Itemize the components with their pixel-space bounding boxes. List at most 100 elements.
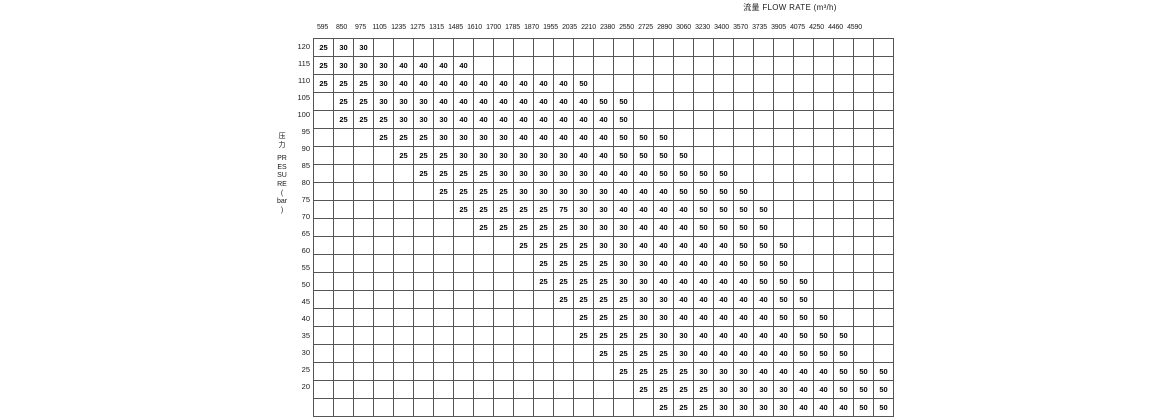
heatmap-cell-40[interactable]: 40 <box>693 236 714 255</box>
heatmap-cell-30[interactable]: 30 <box>653 326 674 345</box>
heatmap-cell-25[interactable]: 25 <box>313 74 334 93</box>
heatmap-cell-40[interactable]: 40 <box>453 110 474 129</box>
heatmap-cell-40[interactable]: 40 <box>673 200 694 219</box>
heatmap-cell-50[interactable]: 50 <box>673 146 694 165</box>
heatmap-cell-40[interactable]: 40 <box>533 128 554 147</box>
heatmap-cell-25[interactable]: 25 <box>313 38 334 57</box>
heatmap-cell-50[interactable]: 50 <box>853 380 874 399</box>
heatmap-cell-30[interactable]: 30 <box>553 146 574 165</box>
heatmap-cell-40[interactable]: 40 <box>753 326 774 345</box>
heatmap-cell-50[interactable]: 50 <box>733 236 754 255</box>
heatmap-cell-50[interactable]: 50 <box>773 272 794 291</box>
heatmap-cell-50[interactable]: 50 <box>793 272 814 291</box>
heatmap-cell-50[interactable]: 50 <box>833 362 854 381</box>
heatmap-cell-30[interactable]: 30 <box>693 362 714 381</box>
heatmap-cell-40[interactable]: 40 <box>773 326 794 345</box>
heatmap-cell-25[interactable]: 25 <box>473 164 494 183</box>
heatmap-cell-25[interactable]: 25 <box>653 362 674 381</box>
heatmap-cell-50[interactable]: 50 <box>693 200 714 219</box>
heatmap-cell-40[interactable]: 40 <box>453 74 474 93</box>
heatmap-cell-25[interactable]: 25 <box>553 254 574 273</box>
heatmap-cell-40[interactable]: 40 <box>573 128 594 147</box>
heatmap-cell-40[interactable]: 40 <box>653 254 674 273</box>
heatmap-cell-40[interactable]: 40 <box>533 92 554 111</box>
heatmap-cell-50[interactable]: 50 <box>793 308 814 327</box>
heatmap-cell-40[interactable]: 40 <box>753 344 774 363</box>
heatmap-cell-50[interactable]: 50 <box>813 344 834 363</box>
heatmap-cell-40[interactable]: 40 <box>433 92 454 111</box>
heatmap-cell-40[interactable]: 40 <box>533 74 554 93</box>
heatmap-cell-30[interactable]: 30 <box>673 344 694 363</box>
heatmap-cell-30[interactable]: 30 <box>513 164 534 183</box>
heatmap-cell-40[interactable]: 40 <box>513 128 534 147</box>
heatmap-cell-50[interactable]: 50 <box>793 344 814 363</box>
heatmap-cell-40[interactable]: 40 <box>693 290 714 309</box>
heatmap-cell-40[interactable]: 40 <box>493 92 514 111</box>
heatmap-cell-40[interactable]: 40 <box>453 56 474 75</box>
heatmap-cell-30[interactable]: 30 <box>593 182 614 201</box>
heatmap-cell-30[interactable]: 30 <box>773 380 794 399</box>
heatmap-cell-40[interactable]: 40 <box>673 308 694 327</box>
heatmap-cell-30[interactable]: 30 <box>593 236 614 255</box>
heatmap-cell-25[interactable]: 25 <box>593 272 614 291</box>
heatmap-cell-40[interactable]: 40 <box>513 110 534 129</box>
heatmap-cell-50[interactable]: 50 <box>753 200 774 219</box>
heatmap-cell-40[interactable]: 40 <box>693 308 714 327</box>
heatmap-cell-25[interactable]: 25 <box>653 380 674 399</box>
heatmap-cell-50[interactable]: 50 <box>673 164 694 183</box>
heatmap-cell-25[interactable]: 25 <box>573 326 594 345</box>
heatmap-cell-40[interactable]: 40 <box>413 74 434 93</box>
heatmap-cell-25[interactable]: 25 <box>353 92 374 111</box>
heatmap-cell-25[interactable]: 25 <box>633 362 654 381</box>
heatmap-cell-50[interactable]: 50 <box>793 290 814 309</box>
heatmap-cell-25[interactable]: 25 <box>353 74 374 93</box>
heatmap-cell-30[interactable]: 30 <box>773 398 794 417</box>
heatmap-cell-25[interactable]: 25 <box>533 254 554 273</box>
heatmap-cell-30[interactable]: 30 <box>413 110 434 129</box>
heatmap-cell-25[interactable]: 25 <box>433 164 454 183</box>
heatmap-cell-30[interactable]: 30 <box>753 398 774 417</box>
heatmap-cell-25[interactable]: 25 <box>513 218 534 237</box>
heatmap-cell-50[interactable]: 50 <box>653 146 674 165</box>
heatmap-cell-40[interactable]: 40 <box>793 380 814 399</box>
heatmap-cell-30[interactable]: 30 <box>713 380 734 399</box>
heatmap-cell-30[interactable]: 30 <box>393 110 414 129</box>
heatmap-cell-25[interactable]: 25 <box>573 236 594 255</box>
heatmap-cell-40[interactable]: 40 <box>813 380 834 399</box>
heatmap-cell-30[interactable]: 30 <box>613 272 634 291</box>
heatmap-cell-50[interactable]: 50 <box>873 380 894 399</box>
heatmap-cell-40[interactable]: 40 <box>653 200 674 219</box>
heatmap-cell-30[interactable]: 30 <box>353 56 374 75</box>
heatmap-cell-30[interactable]: 30 <box>493 128 514 147</box>
heatmap-cell-50[interactable]: 50 <box>753 236 774 255</box>
heatmap-cell-25[interactable]: 25 <box>473 182 494 201</box>
heatmap-cell-40[interactable]: 40 <box>693 344 714 363</box>
heatmap-cell-40[interactable]: 40 <box>433 74 454 93</box>
heatmap-cell-40[interactable]: 40 <box>653 272 674 291</box>
heatmap-cell-30[interactable]: 30 <box>573 182 594 201</box>
heatmap-cell-30[interactable]: 30 <box>513 182 534 201</box>
heatmap-cell-50[interactable]: 50 <box>593 92 614 111</box>
heatmap-cell-25[interactable]: 25 <box>433 146 454 165</box>
heatmap-cell-25[interactable]: 25 <box>573 254 594 273</box>
heatmap-cell-50[interactable]: 50 <box>873 398 894 417</box>
heatmap-cell-50[interactable]: 50 <box>713 182 734 201</box>
heatmap-cell-40[interactable]: 40 <box>633 182 654 201</box>
heatmap-cell-30[interactable]: 30 <box>373 92 394 111</box>
heatmap-cell-50[interactable]: 50 <box>693 164 714 183</box>
heatmap-cell-50[interactable]: 50 <box>873 362 894 381</box>
heatmap-cell-50[interactable]: 50 <box>753 218 774 237</box>
heatmap-cell-25[interactable]: 25 <box>633 344 654 363</box>
heatmap-cell-25[interactable]: 25 <box>413 164 434 183</box>
heatmap-cell-40[interactable]: 40 <box>693 272 714 291</box>
heatmap-cell-30[interactable]: 30 <box>493 164 514 183</box>
heatmap-cell-50[interactable]: 50 <box>773 308 794 327</box>
heatmap-cell-30[interactable]: 30 <box>573 164 594 183</box>
heatmap-cell-50[interactable]: 50 <box>633 146 654 165</box>
heatmap-cell-40[interactable]: 40 <box>633 236 654 255</box>
heatmap-cell-25[interactable]: 25 <box>653 398 674 417</box>
heatmap-cell-50[interactable]: 50 <box>573 74 594 93</box>
heatmap-cell-25[interactable]: 25 <box>313 56 334 75</box>
heatmap-cell-25[interactable]: 25 <box>553 218 574 237</box>
heatmap-cell-30[interactable]: 30 <box>473 128 494 147</box>
